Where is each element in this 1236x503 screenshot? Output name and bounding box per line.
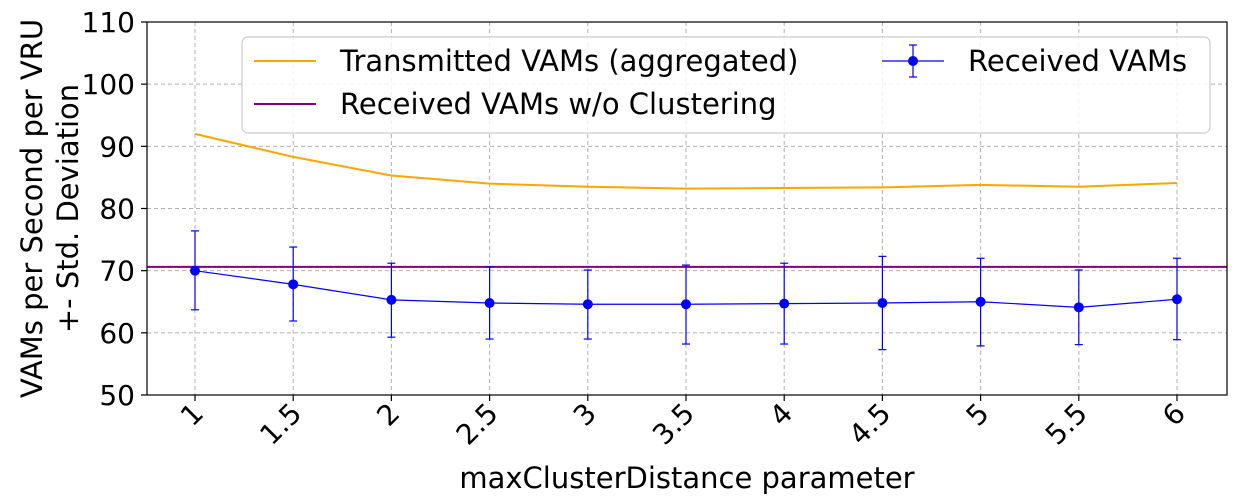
legend: Transmitted VAMs (aggregated) Received VA…: [241, 36, 1211, 134]
x-tick-label: 4.5: [843, 397, 898, 452]
legend-label: Transmitted VAMs (aggregated): [339, 44, 798, 78]
x-tick-label: 1: [174, 397, 210, 433]
data-point-received: [779, 298, 790, 309]
x-tick-label: 4: [763, 397, 799, 433]
x-tick-label: 2.5: [450, 397, 505, 452]
data-point-received: [386, 294, 397, 305]
data-point-received: [288, 279, 299, 290]
y-tick-label: 80: [99, 193, 135, 226]
series-line-transmitted: [194, 132, 1178, 190]
x-tick-label: 5: [960, 397, 996, 433]
x-tick-label: 5.5: [1039, 397, 1094, 452]
x-tick-label: 2: [370, 397, 406, 433]
legend-label: Received VAMs: [968, 44, 1187, 78]
plot-area: [147, 132, 1227, 351]
y-tick-label: 70: [99, 255, 135, 288]
x-tick-label: 1.5: [253, 397, 308, 452]
data-point-received: [1073, 302, 1084, 313]
data-point-received: [484, 297, 495, 308]
y-tick-label: 100: [82, 68, 135, 101]
x-tick-label: 6: [1156, 397, 1192, 433]
y-axis-title-line-1: VAMs per Second per VRU: [15, 19, 49, 398]
legend-label: Received VAMs w/o Clustering: [340, 87, 777, 121]
data-point-received: [681, 299, 691, 310]
data-point-received: [975, 296, 986, 307]
y-tick-label: 110: [82, 6, 135, 39]
legend-box: [241, 36, 1211, 134]
data-point-received: [1172, 294, 1182, 305]
x-tick-label: 3.5: [646, 397, 701, 452]
legend-swatch-marker: [908, 56, 918, 66]
data-point-received: [582, 299, 593, 310]
x-axis-title: maxClusterDistance parameter: [459, 461, 914, 495]
y-tick-label: 60: [99, 317, 135, 350]
data-point-received: [190, 265, 200, 276]
y-tick-label: 90: [99, 130, 135, 163]
y-tick-label: 50: [99, 379, 135, 412]
data-point-received: [877, 297, 888, 308]
y-axis-title-line-2: +- Std. Deviation: [51, 84, 85, 333]
x-tick-label: 3: [567, 397, 603, 433]
